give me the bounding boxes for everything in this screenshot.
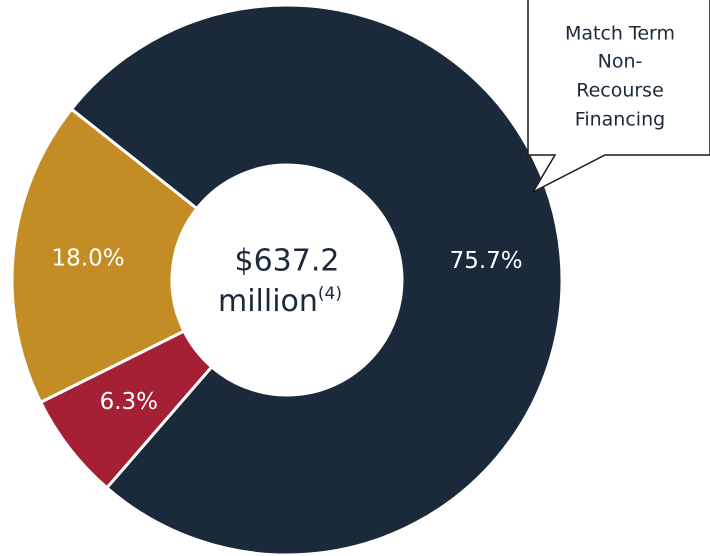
slices <box>10 3 564 556</box>
slice <box>10 107 199 405</box>
center-label: million <box>218 284 318 319</box>
value-label: 75.7% <box>450 248 523 274</box>
callout-text: Financing <box>575 109 665 131</box>
value-label: 6.3% <box>100 389 158 415</box>
center-note: (4) <box>318 284 342 304</box>
value-label: 18.0% <box>52 246 125 272</box>
slice <box>69 3 564 556</box>
callout-text: Non- <box>598 51 643 73</box>
callout-box <box>527 0 710 194</box>
center-label: $637.2 <box>235 244 340 279</box>
center-label: million(4) <box>218 284 342 319</box>
callout-text: Recourse <box>576 80 664 102</box>
callout-text: Match Term <box>565 23 675 45</box>
